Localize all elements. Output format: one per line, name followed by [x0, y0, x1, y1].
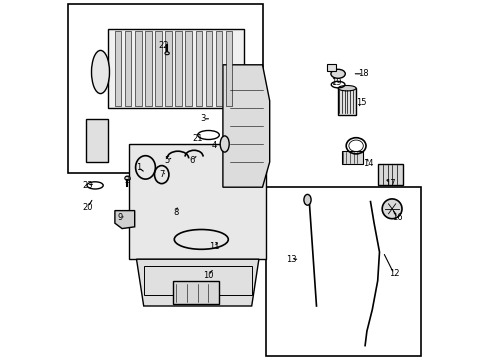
Ellipse shape — [164, 52, 169, 55]
Bar — [143, 266, 251, 295]
Polygon shape — [223, 65, 269, 187]
Bar — [377, 164, 402, 185]
Bar — [129, 144, 265, 259]
Text: 16: 16 — [391, 213, 402, 222]
Text: 9: 9 — [118, 213, 122, 222]
Ellipse shape — [124, 176, 130, 180]
Text: 7: 7 — [159, 170, 164, 179]
Text: 23: 23 — [82, 181, 93, 190]
Bar — [341, 151, 363, 164]
Text: 20: 20 — [82, 202, 93, 212]
Ellipse shape — [220, 136, 229, 152]
Bar — [135, 31, 141, 106]
Text: 17: 17 — [384, 179, 395, 188]
Bar — [125, 31, 131, 106]
Ellipse shape — [330, 69, 345, 78]
Bar — [225, 31, 232, 106]
Bar — [145, 31, 151, 106]
Bar — [215, 31, 222, 106]
Text: 5: 5 — [164, 156, 169, 165]
Text: 4: 4 — [211, 141, 216, 150]
Text: 18: 18 — [357, 69, 368, 78]
Text: 2: 2 — [124, 176, 130, 185]
Bar — [205, 31, 212, 106]
Text: 10: 10 — [203, 271, 213, 280]
Bar — [337, 88, 355, 115]
Text: 19: 19 — [330, 78, 341, 87]
Text: 13: 13 — [285, 255, 296, 264]
Bar — [68, 4, 262, 173]
Bar — [155, 31, 162, 106]
Bar — [165, 31, 171, 106]
Polygon shape — [86, 119, 107, 162]
Text: 12: 12 — [388, 269, 398, 278]
Polygon shape — [115, 211, 134, 229]
Text: 14: 14 — [363, 159, 373, 168]
Text: 6: 6 — [189, 156, 195, 165]
Text: 22: 22 — [158, 41, 168, 50]
Bar — [175, 31, 182, 106]
Ellipse shape — [337, 86, 355, 91]
Text: 11: 11 — [208, 242, 219, 251]
Bar — [326, 64, 336, 71]
Bar — [185, 31, 192, 106]
Bar — [172, 281, 219, 304]
Ellipse shape — [91, 50, 109, 94]
Text: 1: 1 — [135, 163, 141, 172]
Text: 15: 15 — [356, 98, 366, 107]
Bar — [265, 187, 420, 356]
Text: 3: 3 — [200, 114, 205, 123]
Bar — [107, 29, 244, 108]
Ellipse shape — [303, 194, 310, 205]
Text: 21: 21 — [192, 134, 203, 143]
Bar — [195, 31, 202, 106]
Text: 8: 8 — [173, 208, 179, 217]
Polygon shape — [136, 259, 258, 306]
Ellipse shape — [382, 199, 401, 219]
Bar — [115, 31, 121, 106]
